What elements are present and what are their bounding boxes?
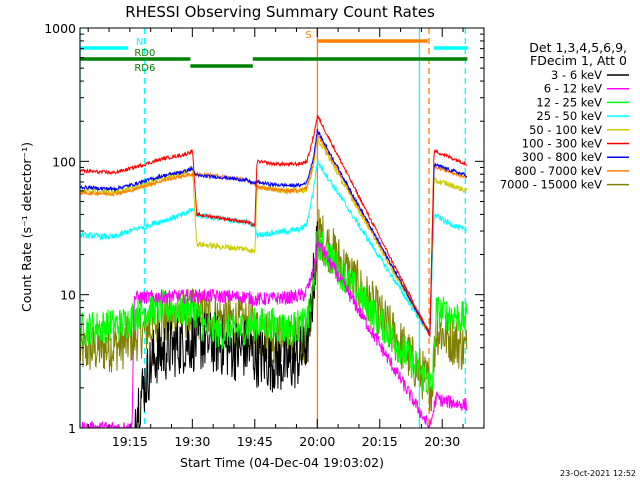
y-axis-label: Count Rate (s⁻¹ detector⁻¹) — [19, 142, 34, 312]
legend-entry-label: 50 - 100 keV — [529, 123, 602, 137]
series-line — [134, 221, 318, 428]
series-line — [80, 128, 468, 337]
legend-entry-label: 6 - 12 keV — [544, 82, 602, 96]
chart-title: RHESSI Observing Summary Count Rates — [125, 3, 435, 21]
series-line — [80, 234, 468, 428]
footer-date: 23-Oct-2021 12:52 — [560, 469, 636, 478]
legend-entry-label: 800 - 7000 keV — [514, 164, 602, 178]
state-bar-rd0: RD0 — [80, 48, 468, 61]
x-tick-label: 19:30 — [174, 434, 210, 449]
x-tick-label: 20:30 — [424, 434, 460, 449]
legend-entry-label: 300 - 800 keV — [522, 150, 602, 164]
legend: Det 1,3,4,5,6,9, FDecim 1, Att 0 3 - 6 k… — [500, 40, 629, 192]
state-bar-n: N — [80, 37, 468, 50]
y-tick-label: 10 — [60, 288, 76, 303]
legend-header-line-2: FDecim 1, Att 0 — [530, 53, 627, 68]
x-tick-label: 19:45 — [237, 434, 273, 449]
y-tick-label: 1 — [68, 421, 76, 436]
legend-entry-label: 7000 - 15000 keV — [500, 178, 602, 192]
x-tick-label: 19:15 — [112, 434, 148, 449]
series-line — [80, 159, 468, 337]
series-line — [80, 228, 468, 395]
legend-header-line-1: Det 1,3,4,5,6,9, — [529, 40, 627, 55]
y-tick-label: 1000 — [44, 21, 76, 36]
x-tick-label: 20:00 — [299, 434, 335, 449]
legend-entry-label: 12 - 25 keV — [536, 95, 602, 109]
state-bar-label: S — [305, 30, 311, 41]
x-tick-label: 20:15 — [362, 434, 398, 449]
series-100-300-keV-kev — [80, 115, 468, 338]
state-bar-label: RD0 — [134, 48, 155, 59]
axes: 1 10 100 1000 19:15 19:30 19:45 20:00 20:15 20:30 — [44, 21, 485, 449]
axes-frame — [79, 27, 485, 429]
plot-area: N S RD0 RD6 — [79, 28, 468, 428]
state-bar-s: S — [305, 30, 428, 43]
y-tick-label: 100 — [52, 154, 76, 169]
legend-entry-label: 3 - 6 keV — [551, 68, 602, 82]
state-bar-label: N — [136, 37, 143, 48]
series-6-12-keV-kev — [80, 234, 468, 428]
x-axis-label: Start Time (04-Dec-04 19:03:02) — [180, 455, 384, 470]
series-300-800-keV-kev — [80, 128, 468, 337]
state-bar-rd6: RD6 — [134, 63, 253, 74]
series-3-6-keV-kev — [134, 221, 318, 428]
legend-entry-label: 25 - 50 keV — [536, 109, 602, 123]
series-25-50-keV-kev — [80, 159, 468, 337]
series-12-25-keV-kev — [80, 228, 468, 395]
legend-entry-label: 100 - 300 keV — [522, 137, 602, 151]
series-line — [80, 115, 468, 338]
state-bar-label: RD6 — [134, 63, 155, 74]
